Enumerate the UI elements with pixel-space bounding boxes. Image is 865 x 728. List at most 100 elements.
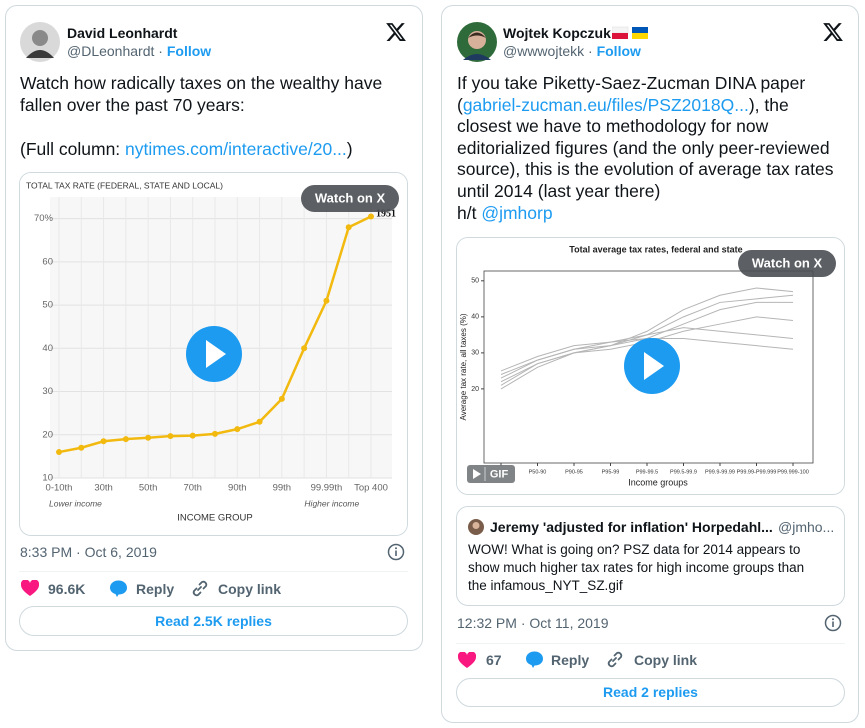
- author-handle-row: @wwwojtekk · Follow: [503, 42, 641, 60]
- data-point: [145, 434, 152, 441]
- follow-button[interactable]: Follow: [596, 43, 641, 59]
- data-point: [167, 433, 174, 440]
- tweet-text-line: If you take Piketty-Saez-Zucman DINA pap…: [457, 73, 805, 95]
- y-axis-label: Average tax rate, all taxes (%): [459, 313, 468, 420]
- data-line: [500, 294, 794, 386]
- tweet-link[interactable]: gabriel-zucman.eu/files/PSZ2018Q...: [462, 94, 749, 115]
- x-tick-label: P99.5-99.9: [670, 469, 697, 475]
- divider: [19, 571, 408, 572]
- read-replies-button[interactable]: Read 2 replies: [456, 678, 845, 707]
- y-tick-label: 70%: [34, 213, 54, 224]
- y-tick-label: 30: [42, 386, 53, 397]
- quote-text-line: the infamous_NYT_SZ.gif: [468, 578, 623, 593]
- x-tick-label: P99-99.5: [636, 469, 658, 475]
- x-logo[interactable]: [385, 21, 407, 43]
- avatar[interactable]: [457, 22, 497, 62]
- tweet-text: ), the: [748, 94, 789, 115]
- x-tick-label: 99.99th: [311, 483, 343, 494]
- watch-pill[interactable]: Watch on X: [301, 185, 399, 212]
- x-tick-label: P95-99: [602, 469, 620, 475]
- tweet-text-line: closest we have to methodology for now: [457, 116, 768, 138]
- divider: [456, 643, 845, 644]
- data-point: [345, 224, 352, 231]
- watch-label[interactable]: Watch on X: [752, 255, 823, 270]
- tweet-link[interactable]: nytimes.com/interactive/20...: [125, 139, 347, 160]
- reply-button[interactable]: Reply: [136, 581, 175, 597]
- y-tick-label: 40: [471, 314, 479, 321]
- x-note: Higher income: [304, 498, 359, 508]
- author-handle-row: @DLeonhardt · Follow: [67, 42, 211, 60]
- separator: ·: [158, 43, 163, 59]
- data-point: [368, 213, 374, 220]
- timestamp[interactable]: 12:32 PM · Oct 11, 2019: [457, 615, 609, 631]
- x-tick-label: 30th: [94, 483, 113, 494]
- data-point: [212, 430, 218, 437]
- gif-badge[interactable]: GIF: [467, 465, 515, 483]
- tweet-text-line: fallen over the past 70 years:: [20, 95, 245, 117]
- tweet-text: ): [346, 139, 353, 160]
- quote-text-line: WOW! What is going on? PSZ data for 2014…: [468, 542, 801, 557]
- data-point: [323, 297, 330, 304]
- quote-author[interactable]: Jeremy 'adjusted for inflation' Horpedah…: [490, 519, 773, 535]
- x-logo[interactable]: [822, 21, 844, 43]
- tweet-text-line: (Full column: nytimes.com/interactive/20…: [20, 139, 353, 161]
- info-icon[interactable]: [387, 543, 405, 561]
- media-chart: Total average tax rates, federal and sta…: [457, 238, 844, 494]
- gif-label[interactable]: GIF: [490, 468, 509, 480]
- info-icon[interactable]: [824, 614, 842, 632]
- data-point: [234, 426, 241, 433]
- data-point: [100, 438, 107, 445]
- data-point: [301, 345, 308, 352]
- copy-link-icon[interactable]: [190, 579, 209, 598]
- y-tick-label: 20: [471, 386, 479, 393]
- watch-label[interactable]: Watch on X: [315, 190, 386, 205]
- like-count[interactable]: 67: [486, 652, 502, 668]
- author-name[interactable]: David Leonhardt: [67, 25, 178, 41]
- like-icon[interactable]: [458, 652, 476, 669]
- like-count[interactable]: 96.6K: [48, 581, 86, 597]
- author-name[interactable]: Wojtek Kopczuk: [503, 25, 611, 41]
- follow-button[interactable]: Follow: [166, 43, 212, 59]
- reply-icon[interactable]: [109, 579, 128, 598]
- author-handle[interactable]: @wwwojtekk: [503, 43, 585, 59]
- data-point: [56, 449, 62, 456]
- like-icon[interactable]: [21, 580, 39, 597]
- tweet-text: (Full column:: [20, 139, 126, 160]
- tweet-text-line: source), this is the evolution of averag…: [457, 159, 833, 181]
- play-button[interactable]: [624, 338, 680, 394]
- y-tick-label: 10: [42, 473, 53, 484]
- copy-link-button[interactable]: Copy link: [634, 652, 698, 668]
- copy-link-icon[interactable]: [605, 650, 624, 669]
- data-point: [256, 418, 263, 425]
- x-tick-label: 0-10th: [46, 483, 73, 494]
- watch-pill[interactable]: Watch on X: [738, 250, 836, 277]
- x-tick-label: 99th: [273, 483, 292, 494]
- reply-icon[interactable]: [525, 650, 544, 669]
- media-frame: TOTAL TAX RATE (FEDERAL, STATE AND LOCAL…: [19, 172, 408, 536]
- data-point: [278, 395, 285, 402]
- annotation: 1951: [376, 208, 396, 219]
- avatar[interactable]: [20, 22, 60, 62]
- separator: ·: [588, 43, 593, 59]
- reply-button[interactable]: Reply: [551, 652, 590, 668]
- plot-frame: [483, 270, 814, 464]
- read-replies-button[interactable]: Read 2.5K replies: [19, 606, 408, 636]
- tweet-text-line: (gabriel-zucman.eu/files/PSZ2018Q...), t…: [457, 95, 789, 117]
- quote-text: WOW! What is going on? PSZ data for 2014…: [468, 541, 804, 595]
- x-tick-label: P50-90: [529, 469, 547, 475]
- copy-link-button[interactable]: Copy link: [218, 581, 282, 597]
- x-tick-label: P99.9-99.99: [705, 469, 735, 475]
- quote-tweet[interactable]: [456, 506, 845, 606]
- tweet-text: fallen over the past 70 years:: [20, 94, 245, 115]
- data-point: [78, 444, 85, 451]
- y-tick-label: 30: [471, 350, 479, 357]
- quote-handle[interactable]: @jmho...: [778, 519, 835, 535]
- author-handle[interactable]: @DLeonhardt: [67, 43, 155, 59]
- tweet-text-line: Watch how radically taxes on the wealthy…: [20, 73, 382, 95]
- tweet-link[interactable]: @jmhorp: [481, 202, 553, 223]
- x-tick-label: P90-95: [565, 469, 583, 475]
- play-button[interactable]: [186, 326, 242, 382]
- timestamp[interactable]: 8:33 PM · Oct 6, 2019: [20, 544, 157, 560]
- quote-avatar[interactable]: [468, 519, 484, 535]
